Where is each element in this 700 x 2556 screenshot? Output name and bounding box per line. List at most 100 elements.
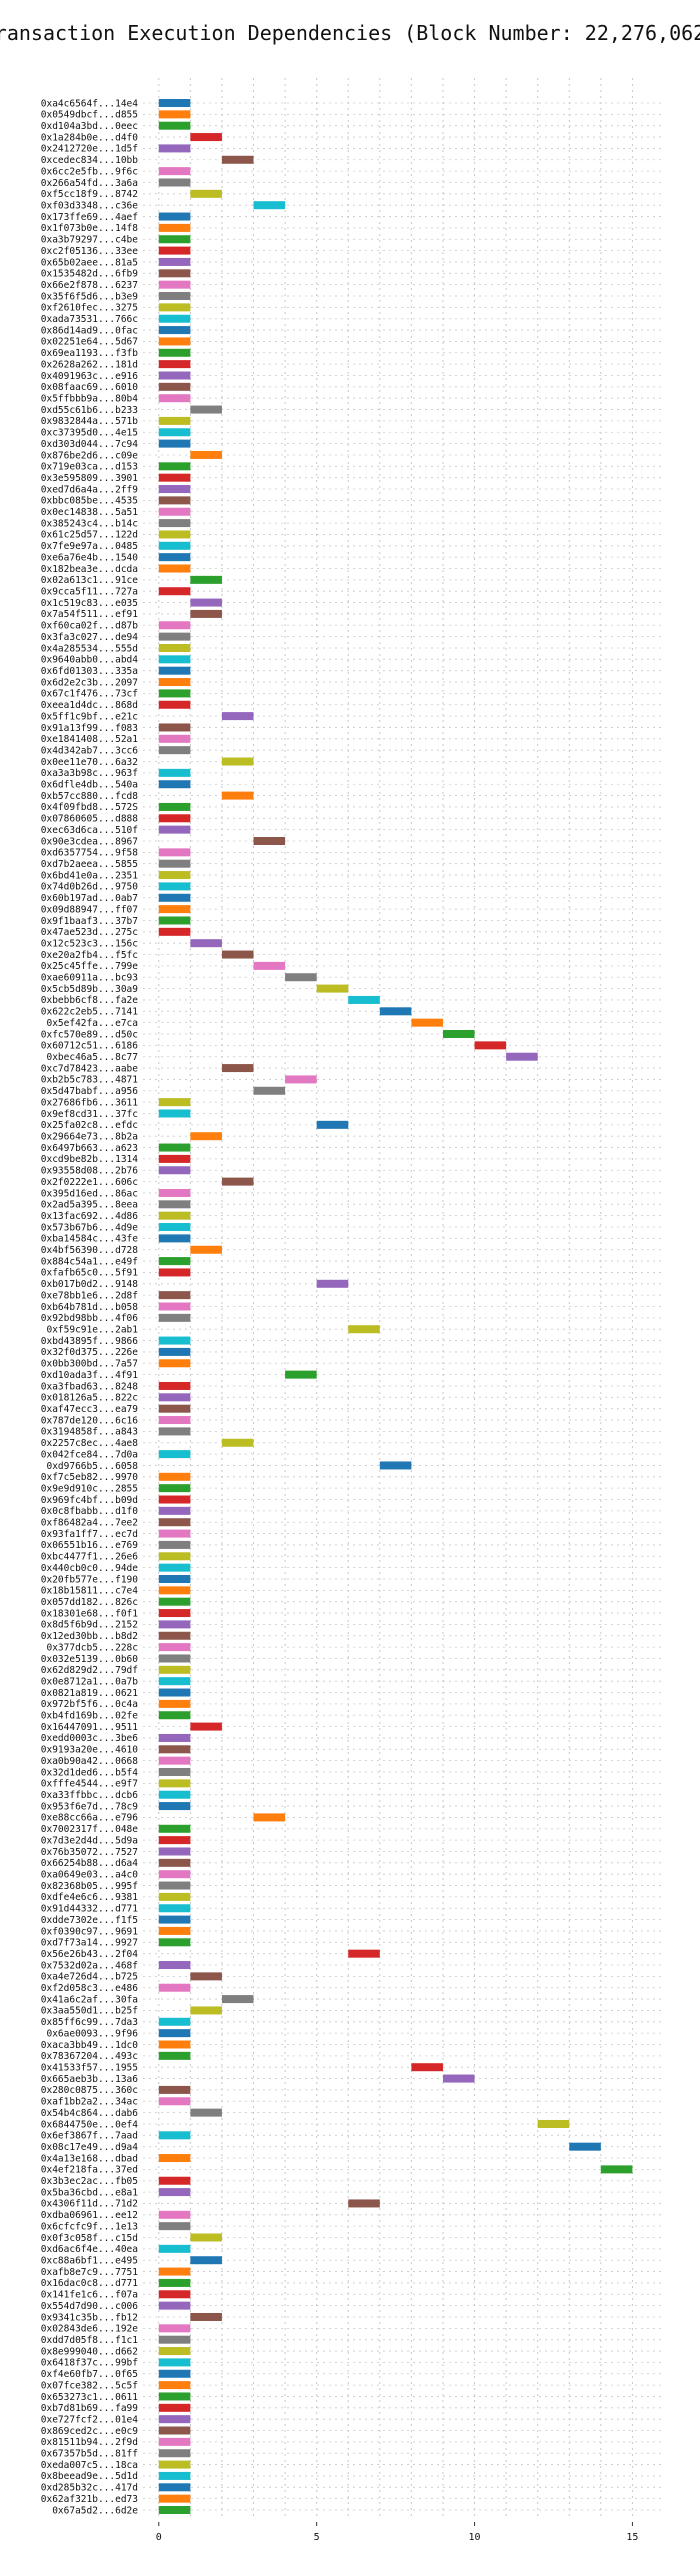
y-tick-label: 0xf5cc18f9...8742 [41, 189, 138, 200]
transaction-bar [158, 1257, 191, 1266]
transaction-bar [190, 609, 222, 618]
transaction-bar [158, 655, 191, 664]
y-tick-label: 0x62af321b...ed73 [41, 2494, 138, 2505]
y-tick-label: 0x4f09fbd8...572S [41, 802, 139, 813]
y-tick-label: 0x2f0222e1...606c [41, 1177, 138, 1188]
transaction-bar [158, 326, 191, 335]
y-tick-label: 0x6844750e...0ef4 [41, 2119, 139, 2130]
transaction-bar [190, 2312, 222, 2321]
y-tick-label: 0xf2610fec...3275 [41, 303, 138, 314]
y-tick-label: 0x85ff6c99...7da3 [41, 2017, 138, 2028]
transaction-bar [221, 155, 254, 164]
transaction-bar [158, 1904, 191, 1913]
transaction-bar [253, 1086, 286, 1095]
y-tick-label: 0x9ef8cd31...37fc [41, 1109, 138, 1120]
transaction-bar [158, 394, 191, 403]
transaction-bar [285, 1370, 317, 1379]
transaction-bar [158, 2347, 191, 2356]
y-tick-label: 0x32f0d375...226e [41, 1347, 139, 1358]
transaction-bar [158, 1098, 191, 1107]
transaction-bar [190, 2006, 222, 2015]
transaction-bar [158, 1166, 191, 1175]
transaction-bar [158, 1552, 191, 1561]
transaction-bar [158, 905, 191, 914]
transaction-bar [221, 1064, 254, 1073]
y-tick-label: 0x12c523c3...156c [41, 938, 138, 949]
transaction-bar [190, 189, 222, 198]
transaction-bar [158, 780, 191, 789]
y-tick-label: 0x3e595809...3901 [41, 473, 139, 484]
transaction-bar [158, 416, 191, 425]
transaction-bar [158, 439, 191, 448]
y-tick-label: 0xb57cc880...fcd8 [41, 791, 139, 802]
y-tick-label: 0x4d342ab7...3cc6 [41, 745, 139, 756]
y-tick-label: 0x653273c1...0611 [41, 2392, 139, 2403]
y-tick-label: 0x2ad5a395...8eea [41, 1200, 138, 1211]
y-tick-label: 0x90e3cdea...8967 [41, 836, 138, 847]
transaction-bar [158, 1643, 191, 1652]
y-tick-label: 0xa4c6564f...14e4 [41, 98, 139, 109]
transaction-bar [158, 689, 191, 698]
y-tick-label: 0x5ffbbb9a...80b4 [41, 393, 139, 404]
transaction-bar [158, 1745, 191, 1754]
transaction-bar [316, 1120, 349, 1129]
transaction-bar [221, 1995, 254, 2004]
transaction-bar [158, 1563, 191, 1572]
transaction-bar [158, 292, 191, 301]
y-tick-label: 0xd6357754...9f58 [41, 848, 139, 859]
transaction-bar [158, 1211, 191, 1220]
transaction-bar [158, 1858, 191, 1867]
y-tick-label: 0x787de120...6c16 [41, 1415, 139, 1426]
y-tick-label: 0xd303d044...7c94 [41, 439, 139, 450]
transaction-bar [158, 927, 191, 936]
y-tick-label: 0xeda007c5...18ca [41, 2460, 138, 2471]
y-tick-label: 0x7d3e2d4d...5d9a [41, 1835, 138, 1846]
transaction-bar [158, 1268, 191, 1277]
y-tick-label: 0x25fa02c8...efdc [41, 1120, 138, 1131]
transaction-bar [600, 2165, 633, 2174]
transaction-bar [158, 348, 191, 357]
y-tick-label: 0x93fa1ff7...ec7d [41, 1529, 138, 1540]
y-tick-label: 0xc37395d0...4e15 [41, 428, 138, 439]
y-tick-label: 0x141fe1c6...f07a [41, 2290, 138, 2301]
transaction-bar [158, 1200, 191, 1209]
transaction-bar [158, 1802, 191, 1811]
y-tick-label: 0xbebb6cf8...fa2e [41, 995, 139, 1006]
transaction-bar [158, 257, 191, 266]
transaction-bar [158, 371, 191, 380]
y-axis-labels: 0xa4c6564f...14e40x0549dbcf...d8550xd104… [41, 98, 139, 2516]
transaction-bar [158, 2381, 191, 2390]
y-tick-label: 0x9640abb0...abd4 [41, 655, 139, 666]
y-tick-label: 0x884c54a1...e49f [41, 1256, 138, 1267]
transaction-bar [190, 1132, 222, 1141]
y-tick-label: 0xc7d78423...aabe [41, 1063, 139, 1074]
transaction-bar [221, 791, 254, 800]
transaction-bar [158, 1427, 191, 1436]
y-tick-label: 0xd9766b5...6058 [46, 1461, 138, 1472]
transaction-bar [158, 110, 191, 119]
y-tick-label: 0x2412720e...1d5f [41, 144, 138, 155]
transaction-bar [190, 405, 222, 414]
transaction-bar [158, 2017, 191, 2026]
y-tick-label: 0xa3b79297...c4be [41, 235, 139, 246]
y-tick-label: 0x20fb577e...f190 [41, 1574, 139, 1585]
transaction-bar [221, 712, 254, 721]
y-tick-label: 0x7532d02a...468f [41, 1960, 138, 1971]
y-tick-label: 0xafb8e7c9...7751 [41, 2267, 139, 2278]
y-tick-label: 0xe6a76e4b...1540 [41, 552, 139, 563]
transaction-bar [569, 2142, 601, 2151]
transaction-bar [158, 2449, 191, 2458]
transaction-bar [158, 768, 191, 777]
transaction-bar [158, 1711, 191, 1720]
y-tick-label: 0x07860605...d888 [41, 814, 139, 825]
y-tick-label: 0x66e2f878...6237 [41, 280, 138, 291]
transaction-bar [158, 1983, 191, 1992]
transaction-bar [190, 2108, 222, 2117]
transaction-bar [348, 2199, 380, 2208]
transaction-bar [158, 1302, 191, 1311]
y-tick-label: 0x78367204...493c [41, 2051, 138, 2062]
y-tick-label: 0x92bd98bb...4f06 [41, 1313, 139, 1324]
y-tick-label: 0xed7d6a4a...2ff9 [41, 484, 139, 495]
y-tick-label: 0xf59c91e...2ab1 [46, 1325, 138, 1336]
y-tick-label: 0x573b67b6...4d9e [41, 1222, 139, 1233]
